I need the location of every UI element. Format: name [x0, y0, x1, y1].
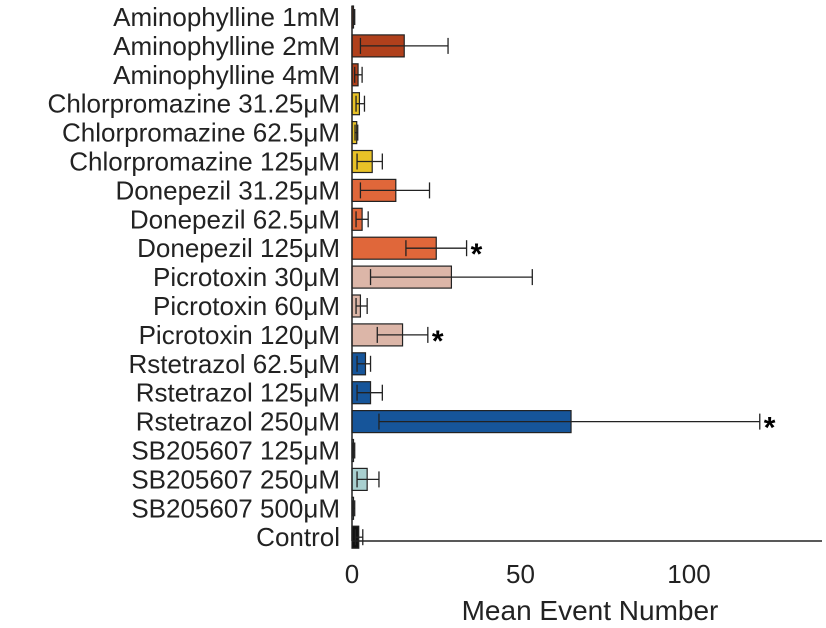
category-label: SB205607 500μM [131, 493, 340, 523]
x-axis-title: Mean Event Number [462, 595, 719, 626]
category-label: Picrotoxin 30μM [153, 262, 340, 292]
category-label: Chlorpromazine 125μM [69, 147, 340, 177]
x-tick-label: 50 [506, 559, 535, 589]
category-label: Aminophylline 1mM [113, 2, 340, 32]
category-label: Aminophylline 4mM [113, 60, 340, 90]
bars-layer: * * * [351, 5, 776, 549]
category-label: SB205607 250μM [131, 464, 340, 494]
significance-marker: * [764, 412, 776, 445]
category-label: Rstetrazol 62.5μM [128, 349, 340, 379]
significance-marker: * [432, 325, 444, 358]
category-label: Donepezil 125μM [137, 233, 340, 263]
x-tick-label: 0 [345, 559, 359, 589]
axes [351, 6, 822, 542]
category-label: Rstetrazol 250μM [136, 407, 340, 437]
x-tick-label: 100 [667, 559, 710, 589]
category-label: Picrotoxin 120μM [139, 320, 340, 350]
category-label: Control [256, 522, 340, 552]
significance-marker: * [471, 238, 483, 271]
category-label: Picrotoxin 60μM [153, 291, 340, 321]
category-label: Chlorpromazine 62.5μM [62, 118, 340, 148]
x-ticks: 0 50 100 [345, 559, 711, 589]
category-label: Donepezil 62.5μM [130, 204, 340, 234]
category-label: SB205607 125μM [131, 436, 340, 466]
category-label: Aminophylline 2mM [113, 31, 340, 61]
category-label: Donepezil 31.25μM [115, 175, 340, 205]
category-label: Rstetrazol 125μM [136, 378, 340, 408]
category-label: Chlorpromazine 31.25μM [48, 89, 340, 119]
